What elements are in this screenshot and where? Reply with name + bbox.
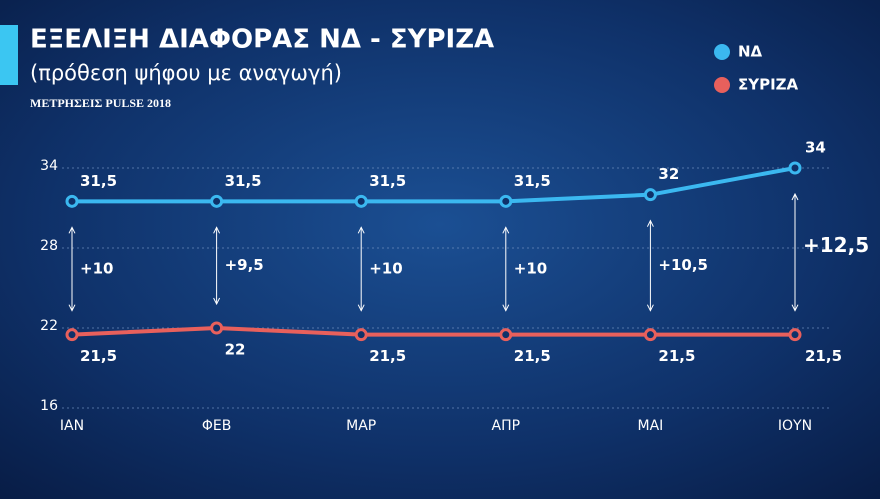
- y-tick-label: 34: [40, 158, 58, 174]
- arrow-head: [213, 226, 221, 306]
- data-point: [788, 328, 802, 342]
- x-tick-label: ΦΕΒ: [202, 418, 231, 434]
- data-point: [210, 194, 224, 208]
- data-point: [65, 328, 79, 342]
- x-tick-label: ΜΑΡ: [346, 418, 376, 434]
- y-tick-label: 22: [40, 318, 58, 334]
- value-label: 21,5: [514, 347, 551, 365]
- x-tick-label: ΙΟΥΝ: [778, 418, 812, 434]
- difference-label: +10: [80, 260, 113, 278]
- difference-label: +10: [514, 260, 547, 278]
- value-label: 31,5: [514, 172, 551, 190]
- arrow-head: [68, 226, 76, 312]
- value-label: 34: [805, 139, 826, 157]
- accent-bar: [0, 25, 18, 85]
- data-point: [354, 328, 368, 342]
- arrow-head: [791, 192, 799, 312]
- y-tick-label: 28: [40, 238, 58, 254]
- series-line: [72, 166, 796, 204]
- data-point: [354, 194, 368, 208]
- legend-label: ΣΥΡΙΖΑ: [738, 76, 799, 94]
- difference-label: +10,5: [658, 256, 708, 274]
- data-point: [643, 188, 657, 202]
- value-label: 32: [658, 165, 679, 183]
- difference-label: +10: [369, 260, 402, 278]
- source: ΜΕΤΡΗΣΕΙΣ PULSE 2018: [30, 96, 171, 110]
- data-point: [210, 321, 224, 335]
- arrow-head: [646, 219, 654, 312]
- y-tick-label: 16: [40, 398, 58, 414]
- data-point: [65, 194, 79, 208]
- arrow-head: [357, 226, 365, 312]
- value-label: 21,5: [658, 347, 695, 365]
- difference-label: +9,5: [225, 256, 264, 274]
- chart-title: ΕΞΕΛΙΞΗ ΔΙΑΦΟΡΑΣ ΝΔ - ΣΥΡΙΖΑ: [30, 25, 494, 55]
- legend-marker: [714, 44, 730, 60]
- legend-label: ΝΔ: [738, 43, 763, 61]
- value-label: 22: [225, 341, 246, 359]
- value-label: 21,5: [805, 347, 842, 365]
- difference-label: +12,5: [803, 233, 869, 257]
- x-tick-label: ΑΠΡ: [492, 418, 521, 434]
- arrow-head: [502, 226, 510, 312]
- data-point: [499, 328, 513, 342]
- chart-subtitle: (πρόθεση ψήφου με αναγωγή): [30, 61, 342, 85]
- data-point: [643, 328, 657, 342]
- series-line: [71, 326, 795, 337]
- x-tick-label: ΙΑΝ: [60, 418, 84, 434]
- legend-marker: [714, 77, 730, 93]
- data-point: [499, 194, 513, 208]
- x-tick-label: ΜΑΙ: [638, 418, 664, 434]
- value-label: 21,5: [369, 347, 406, 365]
- value-label: 21,5: [80, 347, 117, 365]
- value-label: 31,5: [225, 172, 262, 190]
- data-point: [788, 161, 802, 175]
- value-label: 31,5: [80, 172, 117, 190]
- value-label: 31,5: [369, 172, 406, 190]
